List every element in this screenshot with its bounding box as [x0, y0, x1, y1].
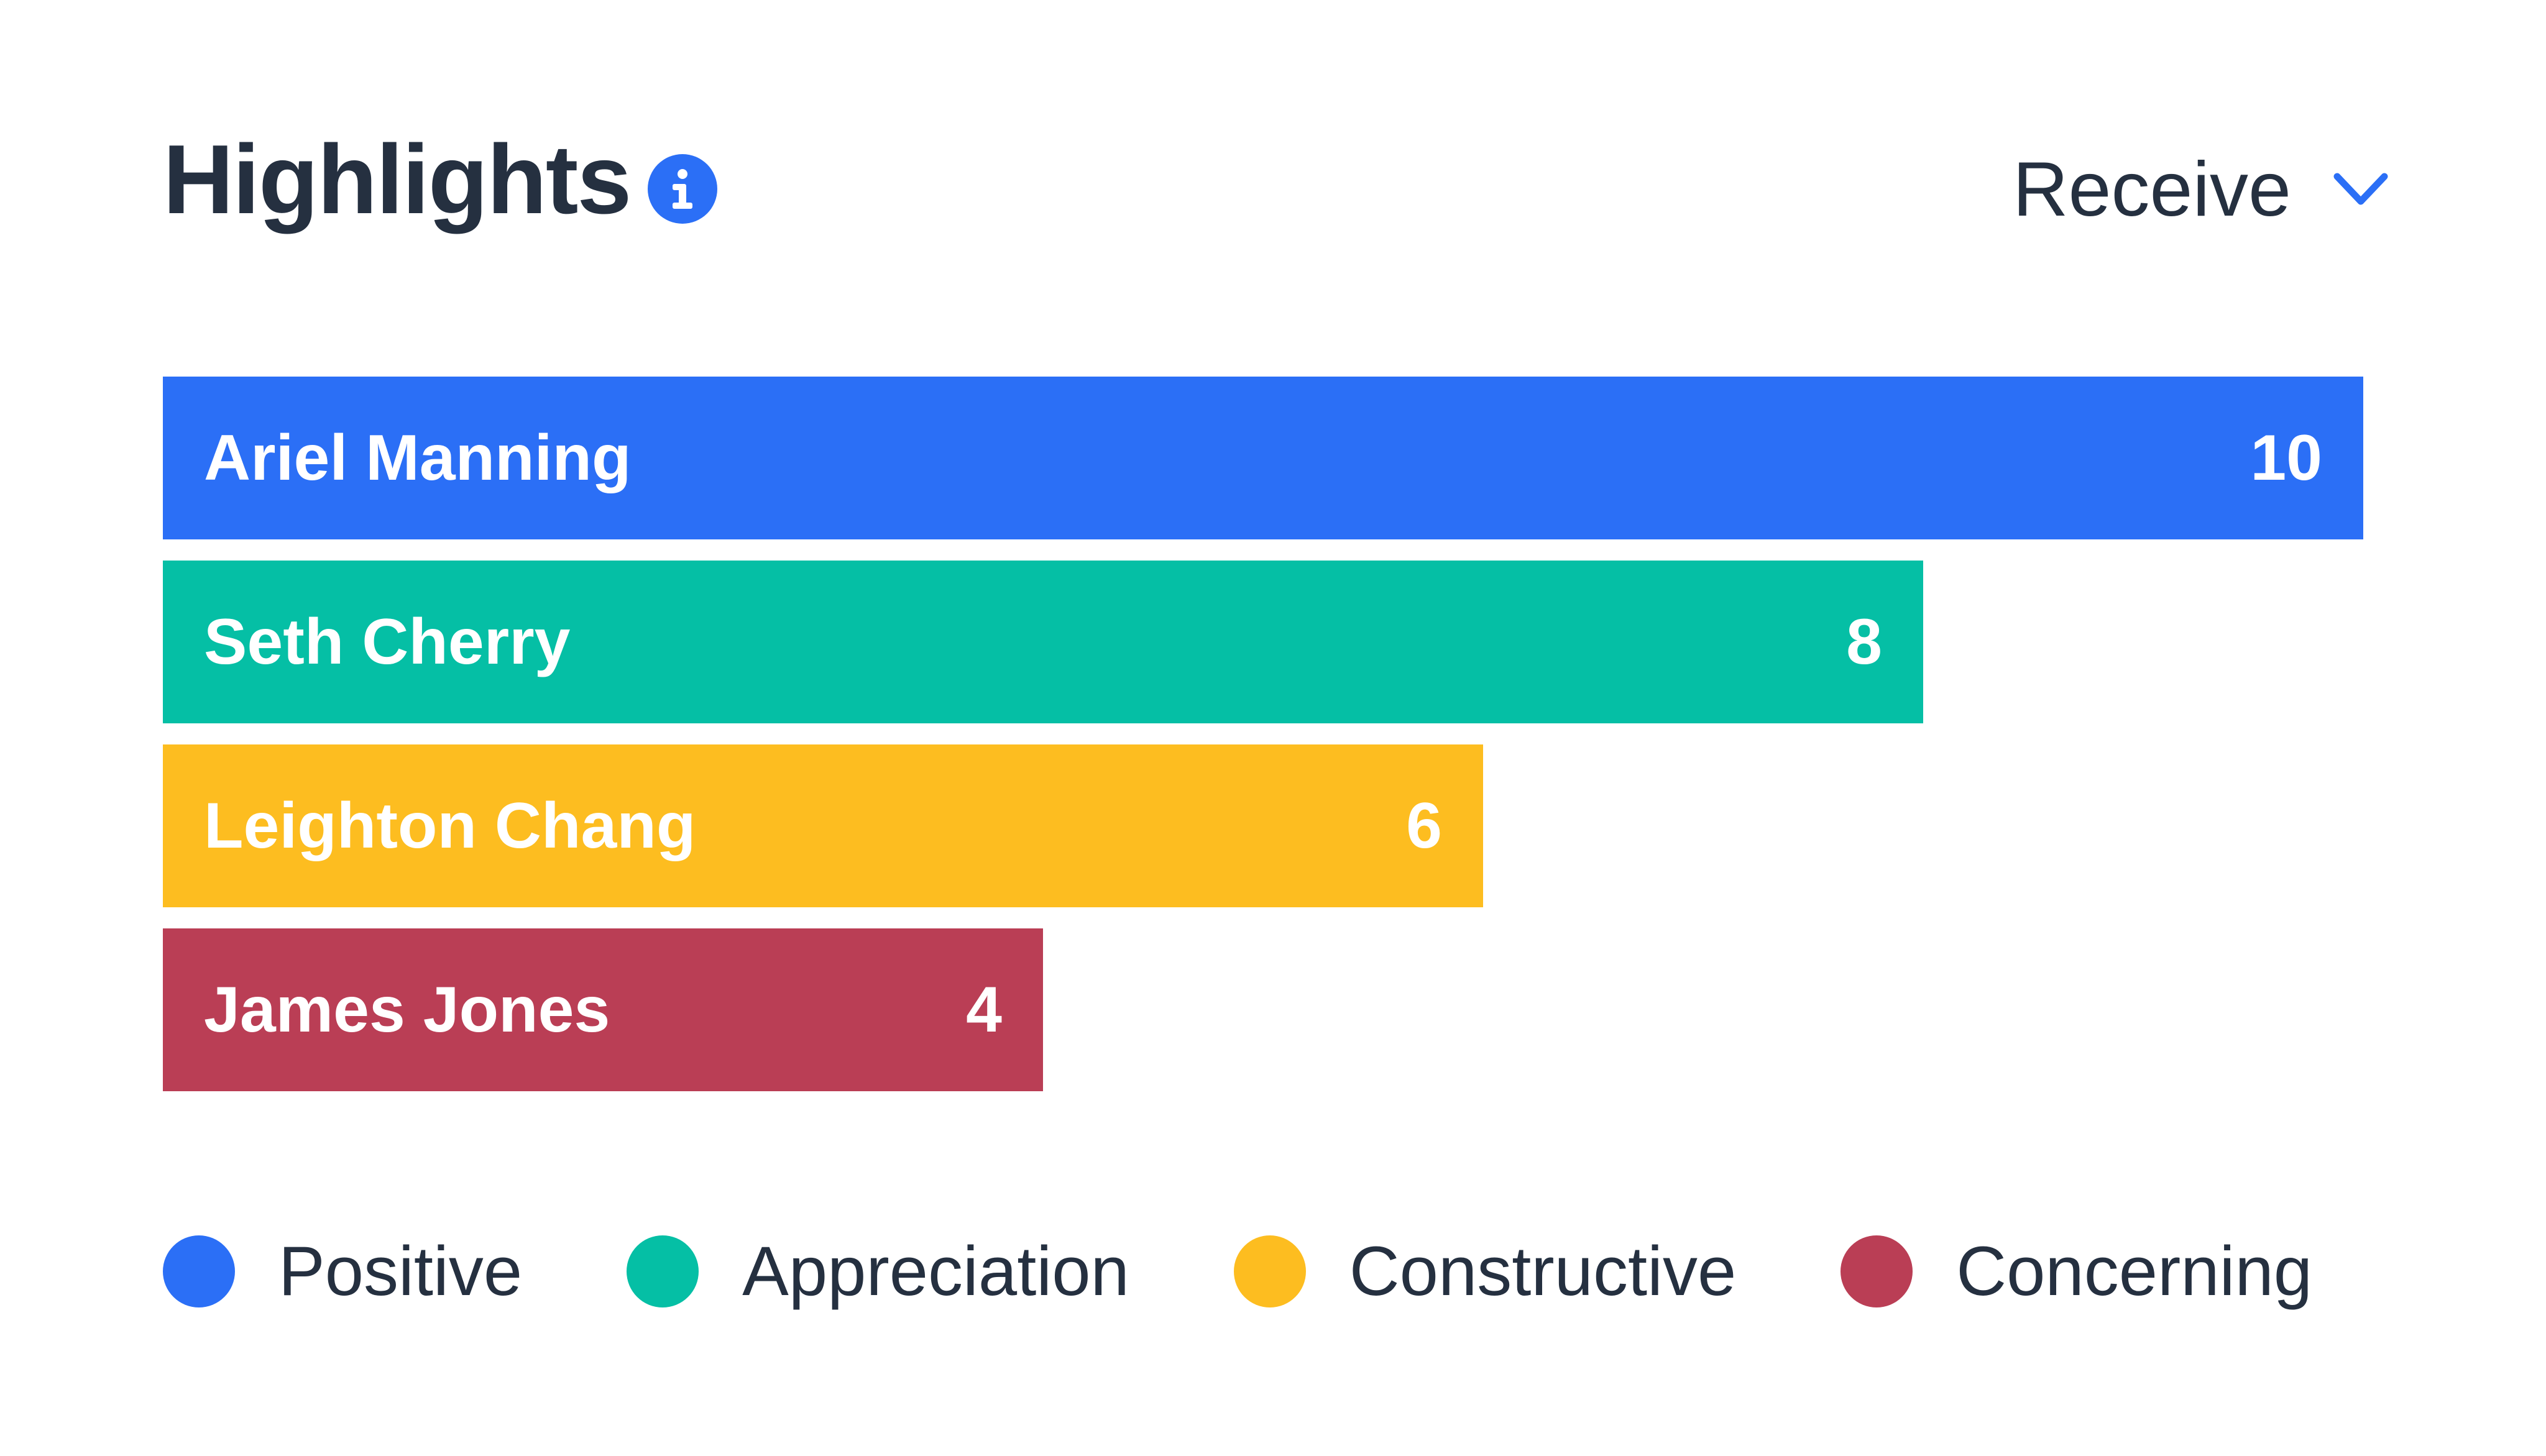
info-icon[interactable] — [648, 154, 717, 224]
legend-label: Concerning — [1956, 1232, 2313, 1310]
bar-category-label: Ariel Manning — [204, 422, 632, 494]
legend-label: Appreciation — [742, 1232, 1129, 1310]
bar-row[interactable]: Seth Cherry 8 — [163, 561, 1923, 723]
legend-item: Concerning — [1841, 1235, 2312, 1307]
bar-row[interactable]: Ariel Manning 10 — [163, 377, 2363, 539]
bar[interactable] — [163, 377, 2363, 539]
bar-row[interactable]: James Jones 4 — [163, 928, 1043, 1091]
legend-swatch — [1841, 1235, 1913, 1307]
bar[interactable] — [163, 561, 1923, 723]
bar-category-label: Seth Cherry — [204, 606, 571, 678]
mode-dropdown-label: Receive — [2013, 147, 2291, 232]
bar[interactable] — [163, 928, 1043, 1091]
legend-swatch — [627, 1235, 699, 1307]
legend-label: Constructive — [1349, 1232, 1737, 1310]
mode-dropdown[interactable]: Receive — [2013, 143, 2391, 236]
bar-value-label: 8 — [1846, 606, 1882, 678]
bar-value-label: 10 — [2250, 422, 2322, 494]
bar-category-label: James Jones — [204, 974, 610, 1046]
bar-category-label: Leighton Chang — [204, 790, 696, 862]
chart-legend: Positive Appreciation Constructive Concerni… — [163, 1235, 2312, 1307]
legend-swatch — [1233, 1235, 1306, 1307]
legend-swatch — [163, 1235, 235, 1307]
legend-item: Constructive — [1233, 1232, 1737, 1310]
chevron-down-icon — [2333, 173, 2388, 205]
bar-row[interactable]: Leighton Chang 6 — [163, 744, 1483, 907]
legend-item: Appreciation — [627, 1235, 1129, 1307]
bar-value-label: 4 — [966, 974, 1002, 1046]
page-title: Highlights — [163, 125, 632, 234]
bar-value-label: 6 — [1406, 790, 1442, 862]
bar-chart: Ariel Manning 10 Seth Cherry 8 Leighton Chan… — [163, 377, 2363, 1091]
legend-label: Positive — [278, 1232, 523, 1310]
bar[interactable] — [163, 744, 1483, 907]
legend-item: Positive — [163, 1235, 522, 1307]
